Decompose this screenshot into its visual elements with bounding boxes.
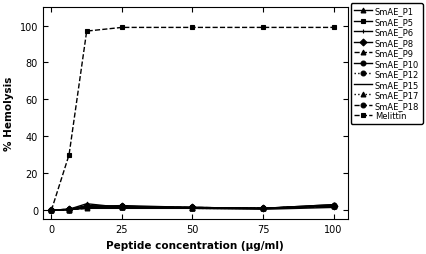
X-axis label: Peptide concentration (μg/ml): Peptide concentration (μg/ml)	[106, 240, 284, 250]
Y-axis label: % Hemolysis: % Hemolysis	[4, 77, 14, 151]
Legend: SmAE_P1, SmAE_P5, SmAE_P6, SmAE_P8, SmAE_P9, SmAE_P10, SmAE_P12, SmAE_P15, SmAE_: SmAE_P1, SmAE_P5, SmAE_P6, SmAE_P8, SmAE…	[350, 4, 422, 124]
